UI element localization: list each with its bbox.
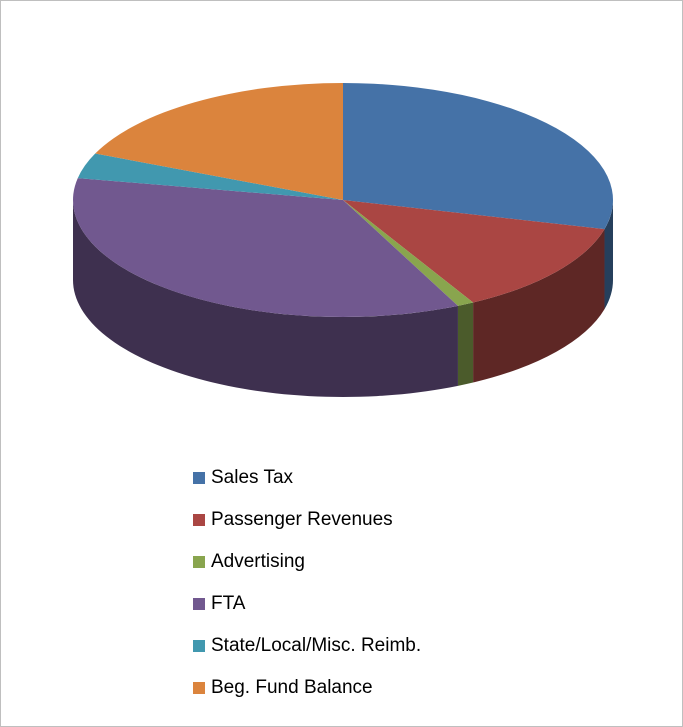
pie-side xyxy=(473,229,605,383)
legend-swatch xyxy=(193,556,205,568)
legend-swatch xyxy=(193,598,205,610)
pie-slice xyxy=(95,83,343,200)
legend-label: Advertising xyxy=(211,551,305,572)
pie-tops xyxy=(72,83,614,318)
legend-swatch xyxy=(193,682,205,694)
legend-label: FTA xyxy=(211,593,246,614)
legend-label: Passenger Revenues xyxy=(211,509,393,530)
pie-slice xyxy=(343,200,605,303)
legend-label: Sales Tax xyxy=(211,467,294,488)
pie-side xyxy=(73,200,458,398)
pie-side xyxy=(457,302,474,386)
pie-side xyxy=(604,200,613,310)
legend-label: Beg. Fund Balance xyxy=(211,677,373,698)
legend-swatch xyxy=(193,514,205,526)
legend-label: State/Local/Misc. Reimb. xyxy=(211,635,421,656)
legend: Sales Tax Passenger Revenues Advertising FT… xyxy=(193,467,421,698)
legend-swatch xyxy=(193,640,205,652)
pie-slice xyxy=(77,153,343,200)
legend-swatch xyxy=(193,472,205,484)
pie-slice xyxy=(72,178,458,318)
pie-sides xyxy=(73,200,613,398)
pie-slice xyxy=(343,83,614,230)
pie-slice xyxy=(343,200,474,306)
